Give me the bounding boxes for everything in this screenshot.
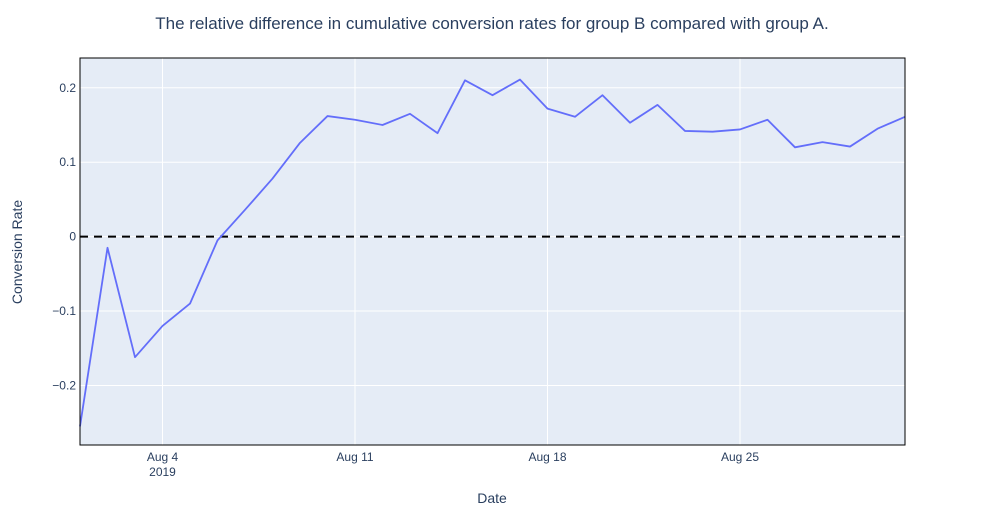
x-tick-label: Aug 18 bbox=[528, 450, 566, 464]
y-axis-title: Conversion Rate bbox=[9, 200, 25, 304]
x-tick-label: Aug 4 bbox=[147, 450, 179, 464]
chart-title: The relative difference in cumulative co… bbox=[155, 14, 828, 33]
x-tick-label: Aug 25 bbox=[721, 450, 759, 464]
x-tick-year-label: 2019 bbox=[149, 465, 176, 479]
y-tick-label: 0 bbox=[69, 230, 76, 244]
x-tick-label: Aug 11 bbox=[336, 450, 373, 464]
y-tick-label: 0.1 bbox=[59, 155, 76, 169]
y-tick-label: 0.2 bbox=[59, 81, 76, 95]
plot-area bbox=[80, 58, 905, 445]
y-tick-label: −0.1 bbox=[52, 304, 76, 318]
y-axis-ticks: −0.2 −0.1 0 0.1 0.2 bbox=[52, 81, 76, 393]
x-axis-title: Date bbox=[477, 490, 507, 506]
y-tick-label: −0.2 bbox=[52, 378, 76, 392]
